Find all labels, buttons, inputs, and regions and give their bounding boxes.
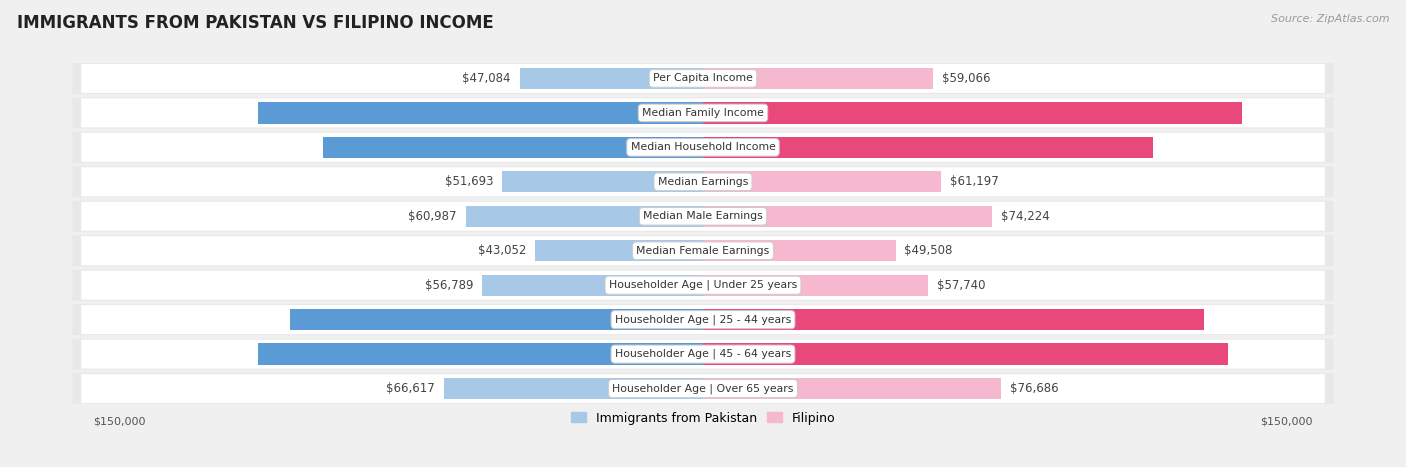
Bar bbox=[502, 171, 703, 192]
Text: $97,528: $97,528 bbox=[96, 141, 149, 154]
Bar bbox=[290, 309, 703, 330]
Bar bbox=[703, 171, 941, 192]
Text: $114,434: $114,434 bbox=[96, 347, 157, 361]
Bar bbox=[703, 205, 991, 227]
Text: $57,740: $57,740 bbox=[936, 279, 986, 292]
Text: $43,052: $43,052 bbox=[478, 244, 527, 257]
Text: $76,686: $76,686 bbox=[1011, 382, 1059, 395]
Text: Householder Age | 45 - 64 years: Householder Age | 45 - 64 years bbox=[614, 349, 792, 359]
Bar bbox=[703, 309, 1204, 330]
FancyBboxPatch shape bbox=[73, 235, 1333, 266]
FancyBboxPatch shape bbox=[82, 64, 1324, 93]
Bar bbox=[465, 205, 703, 227]
Text: $49,508: $49,508 bbox=[904, 244, 953, 257]
Bar bbox=[257, 343, 703, 365]
Text: $114,406: $114,406 bbox=[96, 106, 157, 120]
FancyBboxPatch shape bbox=[73, 270, 1333, 301]
Text: $56,789: $56,789 bbox=[425, 279, 474, 292]
FancyBboxPatch shape bbox=[82, 99, 1324, 127]
FancyBboxPatch shape bbox=[82, 167, 1324, 196]
FancyBboxPatch shape bbox=[82, 305, 1324, 334]
Bar bbox=[703, 102, 1241, 124]
FancyBboxPatch shape bbox=[73, 166, 1333, 197]
Text: $61,197: $61,197 bbox=[950, 175, 998, 188]
Bar bbox=[482, 275, 703, 296]
FancyBboxPatch shape bbox=[82, 133, 1324, 162]
Text: $59,066: $59,066 bbox=[942, 72, 990, 85]
FancyBboxPatch shape bbox=[73, 373, 1333, 404]
Text: Per Capita Income: Per Capita Income bbox=[652, 73, 754, 84]
Text: Householder Age | 25 - 44 years: Householder Age | 25 - 44 years bbox=[614, 314, 792, 325]
FancyBboxPatch shape bbox=[73, 98, 1333, 128]
FancyBboxPatch shape bbox=[82, 340, 1324, 368]
FancyBboxPatch shape bbox=[73, 201, 1333, 232]
Bar bbox=[257, 102, 703, 124]
FancyBboxPatch shape bbox=[73, 339, 1333, 369]
FancyBboxPatch shape bbox=[82, 271, 1324, 300]
FancyBboxPatch shape bbox=[82, 236, 1324, 265]
Text: $51,693: $51,693 bbox=[444, 175, 494, 188]
FancyBboxPatch shape bbox=[82, 202, 1324, 231]
Legend: Immigrants from Pakistan, Filipino: Immigrants from Pakistan, Filipino bbox=[565, 407, 841, 430]
Bar bbox=[520, 68, 703, 89]
Text: Median Family Income: Median Family Income bbox=[643, 108, 763, 118]
Bar bbox=[444, 378, 703, 399]
Text: $60,987: $60,987 bbox=[408, 210, 457, 223]
Text: $138,397: $138,397 bbox=[1249, 106, 1310, 120]
FancyBboxPatch shape bbox=[73, 63, 1333, 94]
Text: $106,129: $106,129 bbox=[96, 313, 157, 326]
Text: $47,084: $47,084 bbox=[463, 72, 510, 85]
Text: Median Earnings: Median Earnings bbox=[658, 177, 748, 187]
Text: $128,723: $128,723 bbox=[1249, 313, 1310, 326]
Text: $134,910: $134,910 bbox=[1249, 347, 1310, 361]
Text: Median Male Earnings: Median Male Earnings bbox=[643, 211, 763, 221]
Bar bbox=[703, 378, 1001, 399]
FancyBboxPatch shape bbox=[82, 374, 1324, 403]
Text: $66,617: $66,617 bbox=[387, 382, 434, 395]
Text: $74,224: $74,224 bbox=[1001, 210, 1049, 223]
Bar bbox=[703, 68, 934, 89]
Bar bbox=[323, 137, 703, 158]
Text: Median Female Earnings: Median Female Earnings bbox=[637, 246, 769, 256]
Bar bbox=[703, 137, 1153, 158]
FancyBboxPatch shape bbox=[73, 132, 1333, 163]
Text: IMMIGRANTS FROM PAKISTAN VS FILIPINO INCOME: IMMIGRANTS FROM PAKISTAN VS FILIPINO INC… bbox=[17, 14, 494, 32]
Text: Median Household Income: Median Household Income bbox=[630, 142, 776, 152]
Text: Source: ZipAtlas.com: Source: ZipAtlas.com bbox=[1271, 14, 1389, 24]
Bar bbox=[703, 275, 928, 296]
Bar bbox=[703, 343, 1227, 365]
Text: $115,509: $115,509 bbox=[1249, 141, 1310, 154]
Text: Householder Age | Over 65 years: Householder Age | Over 65 years bbox=[612, 383, 794, 394]
Bar bbox=[703, 240, 896, 262]
FancyBboxPatch shape bbox=[73, 304, 1333, 335]
Text: Householder Age | Under 25 years: Householder Age | Under 25 years bbox=[609, 280, 797, 290]
Bar bbox=[536, 240, 703, 262]
